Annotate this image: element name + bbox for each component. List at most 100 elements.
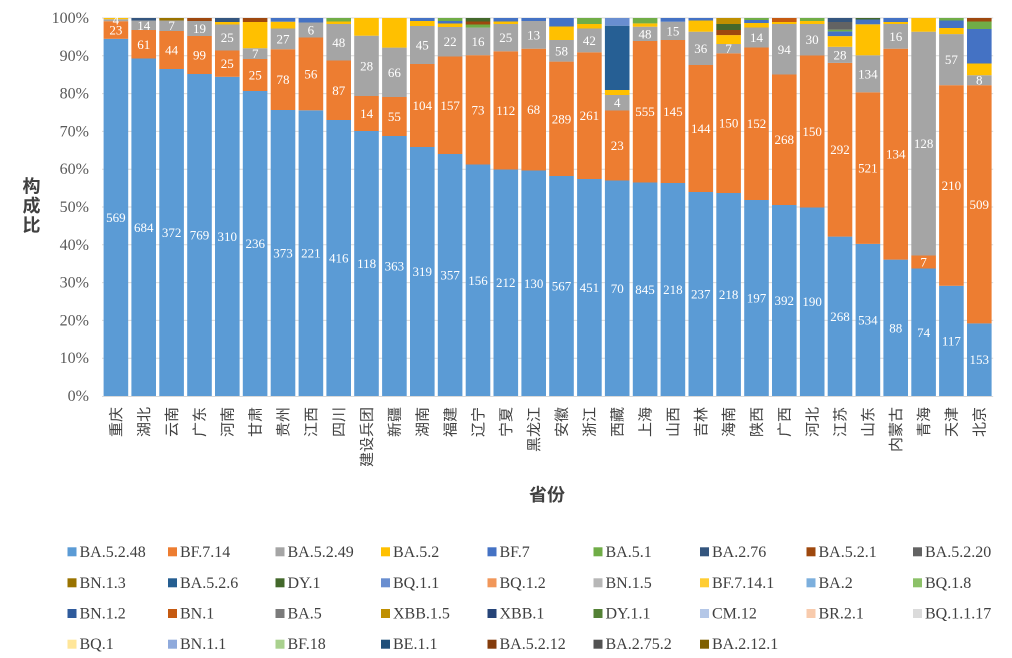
svg-text:555: 555: [635, 104, 655, 119]
svg-text:534: 534: [858, 312, 878, 327]
svg-text:221: 221: [301, 246, 321, 261]
svg-text:70: 70: [611, 281, 624, 296]
svg-text:15: 15: [666, 23, 679, 38]
svg-text:57: 57: [945, 52, 959, 67]
svg-text:210: 210: [942, 178, 962, 193]
svg-text:BA.2.76: BA.2.76: [712, 544, 766, 561]
svg-text:BA.5.2.20: BA.5.2.20: [925, 544, 991, 561]
svg-text:BA.2.12.1: BA.2.12.1: [712, 636, 778, 653]
svg-text:128: 128: [914, 136, 934, 151]
svg-text:66: 66: [388, 65, 402, 80]
svg-text:7: 7: [168, 18, 175, 33]
svg-text:DY.1: DY.1: [288, 575, 321, 592]
svg-text:74: 74: [917, 325, 931, 340]
svg-text:BE.1.1: BE.1.1: [393, 636, 437, 653]
svg-text:80%: 80%: [60, 86, 89, 103]
svg-text:BF.7.14: BF.7.14: [180, 544, 230, 561]
svg-text:28: 28: [834, 47, 847, 62]
svg-text:289: 289: [552, 111, 572, 126]
svg-text:521: 521: [858, 161, 878, 176]
svg-text:268: 268: [830, 309, 850, 324]
svg-text:19: 19: [193, 21, 206, 36]
svg-text:117: 117: [942, 333, 962, 348]
svg-text:BN.1.5: BN.1.5: [606, 575, 652, 592]
svg-text:372: 372: [162, 225, 182, 240]
svg-text:BQ.1.1.17: BQ.1.1.17: [925, 606, 991, 623]
svg-text:416: 416: [329, 251, 349, 266]
svg-text:153: 153: [969, 352, 989, 367]
svg-text:392: 392: [775, 293, 795, 308]
svg-text:150: 150: [802, 124, 822, 139]
svg-text:87: 87: [332, 83, 346, 98]
svg-text:567: 567: [552, 279, 572, 294]
svg-text:156: 156: [468, 273, 488, 288]
svg-text:42: 42: [583, 33, 596, 48]
svg-text:44: 44: [165, 43, 179, 58]
svg-text:61: 61: [137, 37, 150, 52]
svg-text:212: 212: [496, 275, 516, 290]
svg-text:197: 197: [747, 291, 767, 306]
svg-text:100%: 100%: [52, 10, 89, 27]
svg-text:23: 23: [109, 23, 122, 38]
svg-text:BN.1.1: BN.1.1: [180, 636, 226, 653]
svg-text:4: 4: [113, 13, 120, 28]
svg-text:XBB.1.5: XBB.1.5: [393, 606, 450, 623]
svg-text:13: 13: [527, 27, 540, 42]
svg-text:30%: 30%: [60, 275, 89, 292]
svg-text:45: 45: [416, 38, 429, 53]
svg-text:BF.7: BF.7: [500, 544, 530, 561]
svg-text:22: 22: [444, 34, 457, 49]
svg-text:36: 36: [694, 41, 708, 56]
svg-text:157: 157: [440, 98, 460, 113]
svg-text:90%: 90%: [60, 48, 89, 65]
svg-text:684: 684: [134, 220, 154, 235]
svg-text:144: 144: [691, 121, 711, 136]
svg-text:319: 319: [413, 264, 433, 279]
svg-text:25: 25: [249, 68, 262, 83]
svg-text:218: 218: [663, 282, 683, 297]
svg-text:56: 56: [304, 66, 318, 81]
svg-text:BA.5.2.49: BA.5.2.49: [288, 544, 354, 561]
svg-text:268: 268: [775, 132, 795, 147]
svg-text:237: 237: [691, 287, 711, 302]
svg-text:48: 48: [332, 35, 345, 50]
svg-text:845: 845: [635, 282, 655, 297]
svg-text:20%: 20%: [60, 312, 89, 329]
svg-text:14: 14: [750, 30, 764, 45]
svg-text:BQ.1.8: BQ.1.8: [925, 575, 971, 592]
svg-text:134: 134: [886, 147, 906, 162]
svg-text:0%: 0%: [68, 388, 89, 405]
svg-text:152: 152: [747, 116, 767, 131]
svg-text:BN.1.2: BN.1.2: [80, 606, 126, 623]
svg-text:BA.5.2.48: BA.5.2.48: [80, 544, 146, 561]
svg-text:292: 292: [830, 142, 850, 157]
svg-text:94: 94: [778, 42, 792, 57]
svg-text:509: 509: [969, 197, 989, 212]
svg-text:BA.5.2.12: BA.5.2.12: [500, 636, 566, 653]
svg-text:BF.7.14.1: BF.7.14.1: [712, 575, 774, 592]
svg-text:DY.1.1: DY.1.1: [606, 606, 651, 623]
svg-text:134: 134: [858, 66, 878, 81]
svg-text:7: 7: [920, 255, 927, 270]
svg-text:BA.5: BA.5: [288, 606, 322, 623]
svg-text:BA.5.2.1: BA.5.2.1: [819, 544, 877, 561]
svg-text:55: 55: [388, 109, 401, 124]
svg-text:BA.5.1: BA.5.1: [606, 544, 652, 561]
svg-text:CM.12: CM.12: [712, 606, 757, 623]
svg-text:104: 104: [413, 98, 433, 113]
svg-text:6: 6: [308, 23, 315, 38]
svg-text:BQ.1: BQ.1: [80, 636, 114, 653]
svg-text:50%: 50%: [60, 199, 89, 216]
svg-text:145: 145: [663, 104, 683, 119]
svg-text:99: 99: [193, 48, 206, 63]
svg-text:218: 218: [719, 287, 739, 302]
svg-text:73: 73: [472, 102, 485, 117]
svg-text:118: 118: [357, 256, 376, 271]
svg-text:BA.5.2: BA.5.2: [393, 544, 439, 561]
svg-text:BN.1: BN.1: [180, 606, 214, 623]
svg-text:769: 769: [190, 228, 210, 243]
svg-text:357: 357: [440, 268, 460, 283]
svg-text:363: 363: [385, 259, 405, 274]
svg-text:10%: 10%: [60, 350, 89, 367]
svg-text:150: 150: [719, 116, 739, 131]
